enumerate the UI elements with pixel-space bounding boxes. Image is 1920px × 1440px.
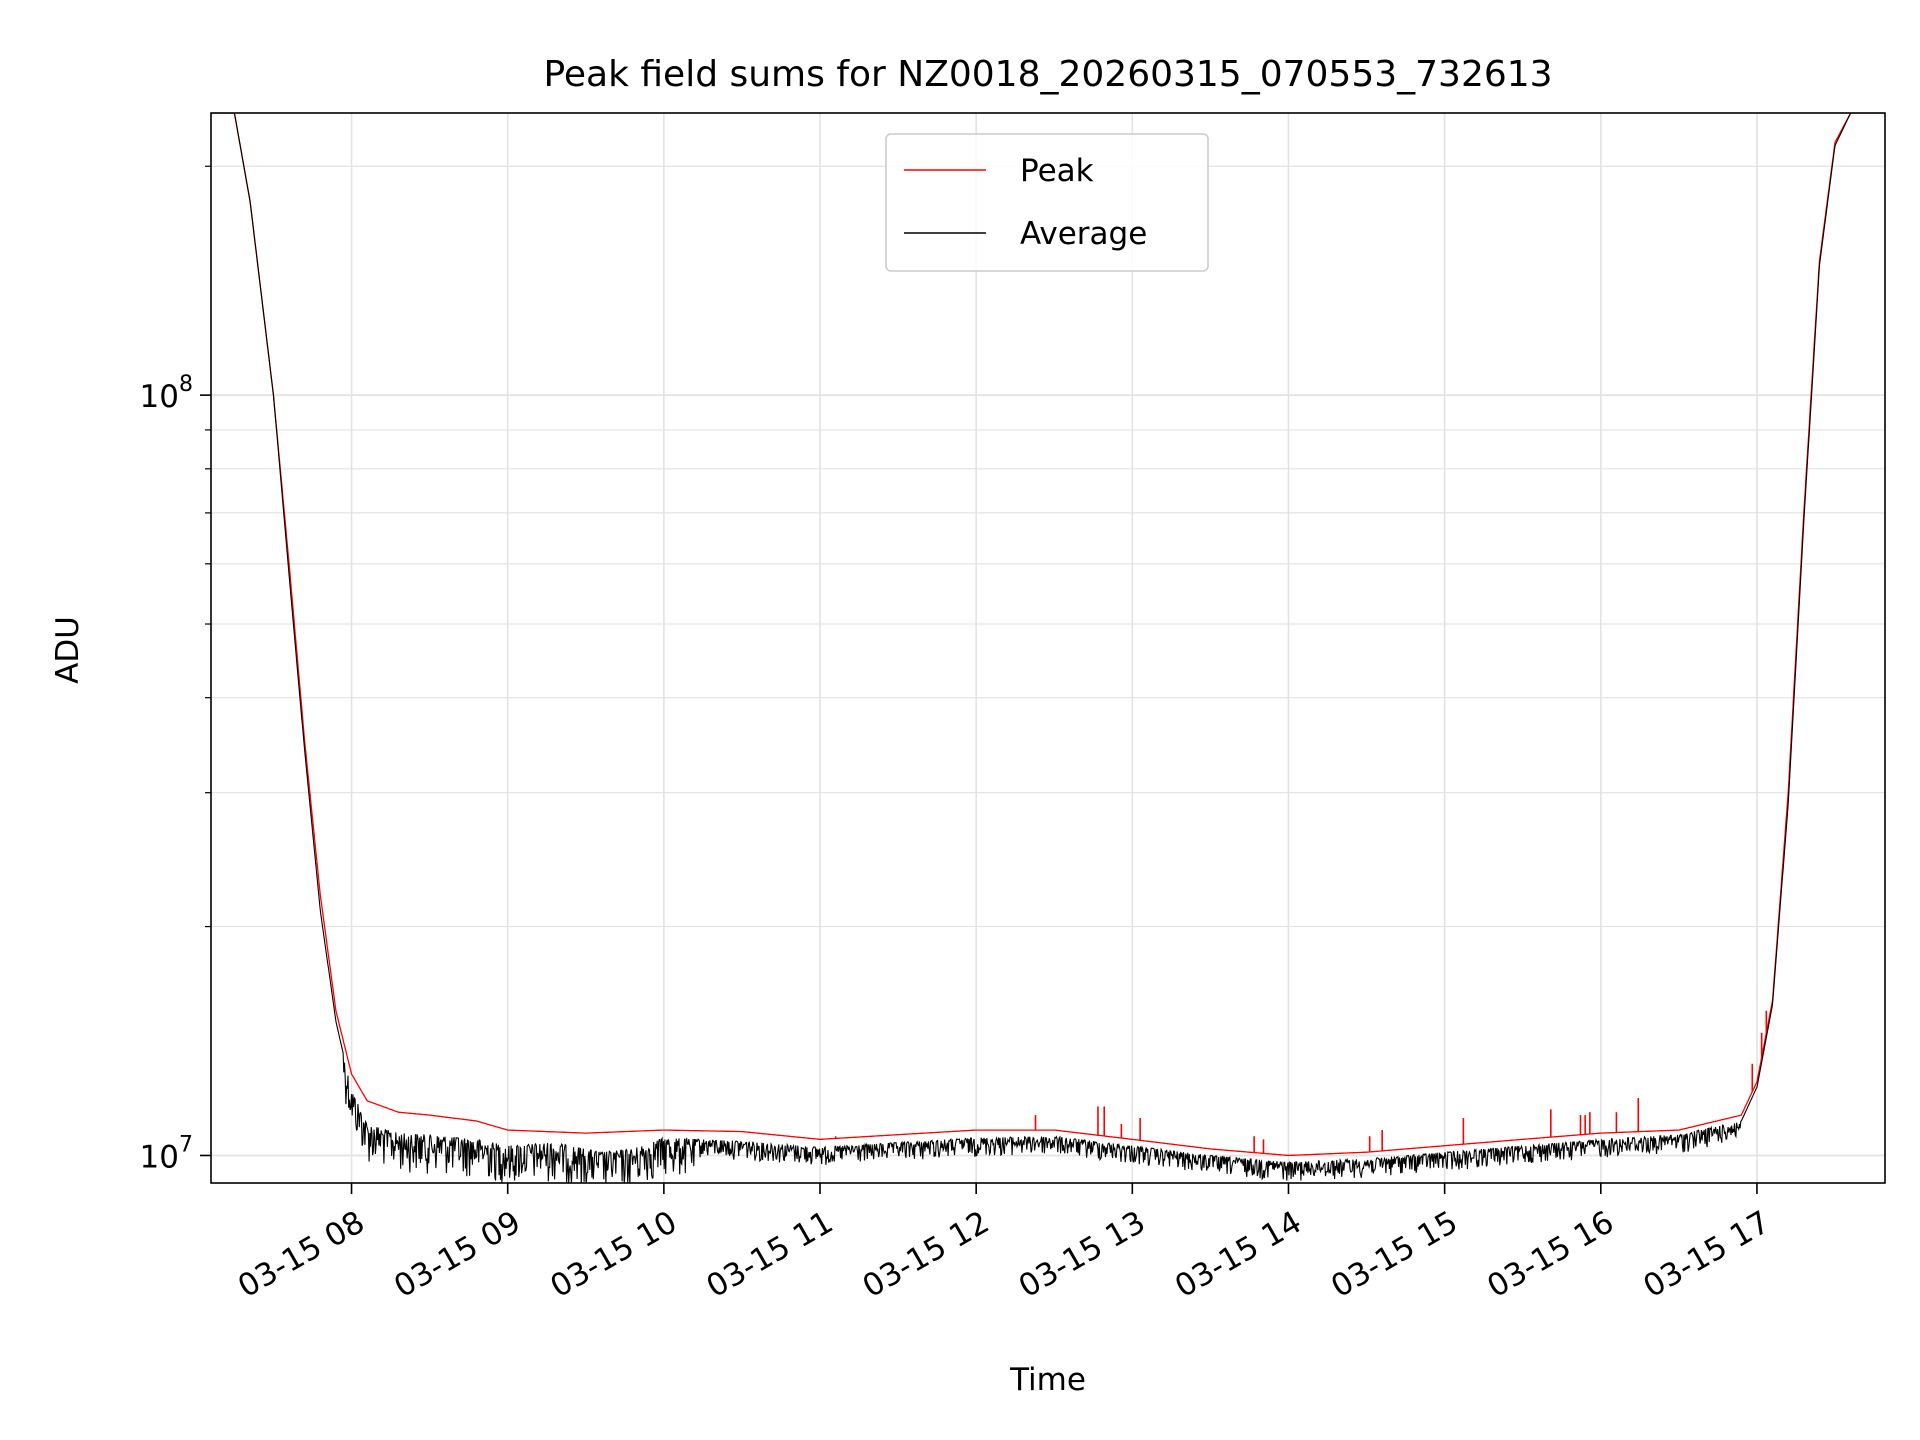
chart-title: Peak field sums for NZ0018_20260315_0705… — [543, 54, 1552, 95]
legend: Peak Average — [885, 133, 1209, 272]
series-line-average — [211, 113, 1885, 1183]
y-tick-label-exponent: 7 — [179, 1132, 193, 1157]
series-line-peak — [211, 113, 1885, 1157]
y-tick-label: 108 — [140, 372, 193, 415]
x-axis-label: Time — [1009, 1362, 1086, 1398]
axes-frame — [210, 112, 1886, 1184]
y-tick-label-exponent: 8 — [179, 372, 193, 397]
legend-box — [885, 133, 1209, 272]
y-tick-label: 107 — [140, 1132, 193, 1175]
y-axis-label: ADU — [50, 616, 86, 684]
y-tick-label-base: 10 — [140, 1139, 179, 1175]
legend-label-peak: Peak — [1020, 153, 1094, 189]
grid-lines — [211, 113, 1885, 1183]
y-tick-label-base: 10 — [140, 379, 179, 415]
legend-label-average: Average — [1020, 216, 1147, 252]
plot-area — [211, 113, 1885, 1183]
